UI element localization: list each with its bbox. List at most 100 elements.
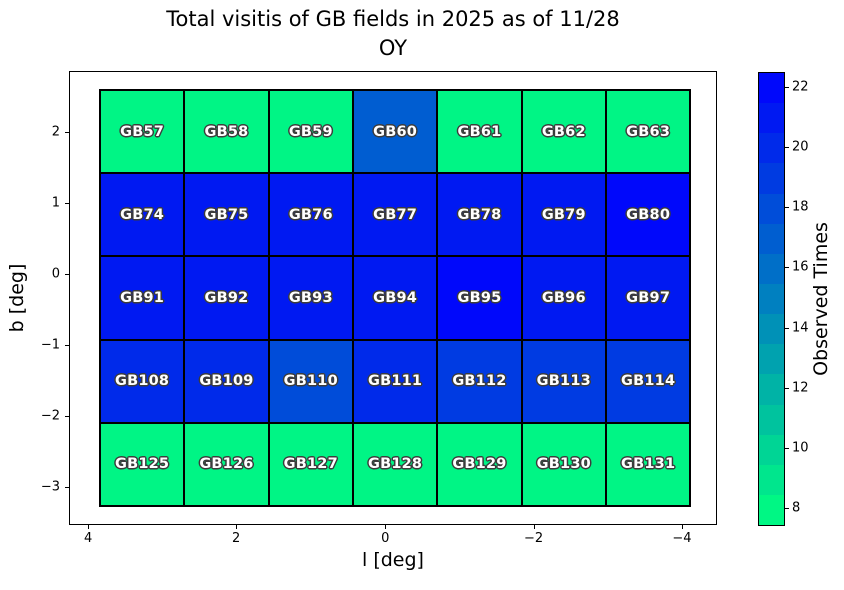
colorbar-band	[759, 283, 784, 315]
heatmap-cell-GB110: GB110	[268, 339, 353, 423]
heatmap-cell-label: GB97	[626, 289, 671, 306]
heatmap-cell-GB63: GB63	[605, 89, 691, 174]
heatmap-cell-GB91: GB91	[99, 256, 185, 340]
heatmap-cell-label: GB126	[199, 456, 254, 473]
colorbar-tick-label: 8	[792, 500, 801, 516]
y-tick-mark	[65, 486, 69, 488]
heatmap-cell-GB79: GB79	[521, 173, 606, 257]
heatmap-cell-GB74: GB74	[99, 173, 185, 257]
heatmap-cell-label: GB63	[626, 123, 671, 140]
y-tick-label: 0	[51, 266, 60, 282]
y-tick-mark	[65, 131, 69, 133]
heatmap-cell-GB78: GB78	[437, 173, 522, 257]
colorbar-band	[759, 464, 784, 495]
heatmap-cell-label: GB79	[541, 206, 586, 223]
colorbar-tick-mark	[785, 267, 789, 269]
colorbar-label: Observed Times	[810, 222, 832, 376]
heatmap-cell-GB129: GB129	[437, 422, 522, 506]
x-tick-mark	[533, 525, 535, 529]
colorbar-band	[759, 133, 784, 164]
colorbar-tick-label: 20	[792, 139, 809, 155]
heatmap-cell-label: GB128	[368, 456, 423, 473]
x-tick-label: 2	[232, 531, 241, 546]
heatmap-cell-GB60: GB60	[352, 89, 438, 174]
heatmap-cell-GB114: GB114	[605, 339, 691, 423]
heatmap-cell-label: GB94	[373, 289, 418, 306]
heatmap-cell-label: GB76	[288, 206, 333, 223]
heatmap-cell-GB94: GB94	[352, 256, 438, 340]
heatmap-cell-GB76: GB76	[268, 173, 353, 257]
heatmap-cell-GB80: GB80	[605, 173, 691, 257]
heatmap-cell-GB125: GB125	[99, 422, 185, 506]
colorbar-tick-mark	[785, 207, 789, 209]
heatmap-cell-label: GB62	[541, 123, 586, 140]
x-tick-label: 0	[381, 531, 390, 546]
y-tick-label: −3	[40, 479, 60, 495]
colorbar-band	[759, 253, 784, 284]
heatmap-cell-GB61: GB61	[437, 89, 522, 174]
colorbar-band	[759, 434, 784, 465]
heatmap-cell-label: GB112	[452, 373, 507, 390]
colorbar-tick-mark	[785, 147, 789, 149]
colorbar-band	[759, 344, 784, 375]
heatmap-cell-label: GB74	[120, 206, 165, 223]
heatmap-cell-GB113: GB113	[521, 339, 606, 423]
heatmap-cell-label: GB58	[204, 123, 249, 140]
colorbar-tick-mark	[785, 447, 789, 449]
x-tick-mark	[385, 525, 387, 529]
heatmap-cell-label: GB114	[621, 373, 676, 390]
heatmap-cell-GB59: GB59	[268, 89, 353, 174]
heatmap-cell-GB92: GB92	[184, 256, 269, 340]
plot-area: GB57 GB58 GB59 GB60 GB61 GB62 GB63 GB74 GB75 GB76…	[69, 71, 717, 525]
heatmap-cell-label: GB78	[457, 206, 502, 223]
x-tick-mark	[88, 525, 90, 529]
heatmap-cell-label: GB59	[288, 123, 333, 140]
heatmap-cell-label: GB80	[626, 206, 671, 223]
colorbar-tick-mark	[785, 507, 789, 509]
colorbar-tick-label: 16	[792, 259, 809, 275]
heatmap-cell-GB75: GB75	[184, 173, 269, 257]
colorbar-tick-label: 22	[792, 79, 809, 95]
heatmap-cell-GB62: GB62	[521, 89, 606, 174]
heatmap-cell-GB112: GB112	[437, 339, 522, 423]
heatmap-cell-GB126: GB126	[184, 422, 269, 506]
heatmap-cell-label: GB125	[114, 456, 170, 473]
x-tick-label: −2	[524, 531, 544, 546]
heatmap-cell-GB93: GB93	[268, 256, 353, 340]
y-tick-label: 1	[51, 195, 60, 211]
heatmap-cell-label: GB92	[204, 289, 249, 306]
colorbar-tick-mark	[785, 327, 789, 329]
heatmap-grid: GB57 GB58 GB59 GB60 GB61 GB62 GB63 GB74 GB75 GB76…	[98, 88, 692, 507]
x-tick-label: −4	[672, 531, 692, 546]
heatmap-cell-label: GB93	[288, 289, 333, 306]
colorbar-tick-label: 12	[792, 380, 809, 396]
y-tick-mark	[65, 273, 69, 275]
chart-title-line1: Total visitis of GB fields in 2025 as of…	[166, 7, 620, 31]
y-tick-mark	[65, 202, 69, 204]
y-tick-mark	[65, 344, 69, 346]
heatmap-cell-GB131: GB131	[605, 422, 691, 506]
heatmap-cell-label: GB60	[373, 123, 418, 140]
y-tick-label: −1	[40, 337, 60, 353]
heatmap-cell-GB97: GB97	[605, 256, 691, 340]
colorbar-band	[759, 404, 784, 435]
colorbar-tick-label: 14	[792, 320, 809, 336]
colorbar-tick-label: 10	[792, 440, 809, 456]
heatmap-cell-label: GB129	[452, 456, 507, 473]
y-tick-label: −2	[40, 408, 60, 424]
colorbar-band	[759, 494, 784, 526]
heatmap-cell-GB57: GB57	[99, 89, 185, 174]
y-tick-label: 2	[51, 124, 60, 140]
heatmap-cell-label: GB108	[114, 373, 170, 390]
heatmap-cell-GB130: GB130	[521, 422, 606, 506]
colorbar-band	[759, 73, 784, 104]
colorbar-band	[759, 314, 784, 345]
heatmap-cell-label: GB75	[204, 206, 249, 223]
colorbar-tick-label: 18	[792, 199, 809, 215]
heatmap-cell-GB128: GB128	[352, 422, 438, 506]
x-tick-mark	[682, 525, 683, 529]
heatmap-cell-label: GB57	[120, 123, 165, 140]
heatmap-cell-label: GB109	[199, 373, 254, 390]
heatmap-cell-label: GB131	[621, 456, 676, 473]
